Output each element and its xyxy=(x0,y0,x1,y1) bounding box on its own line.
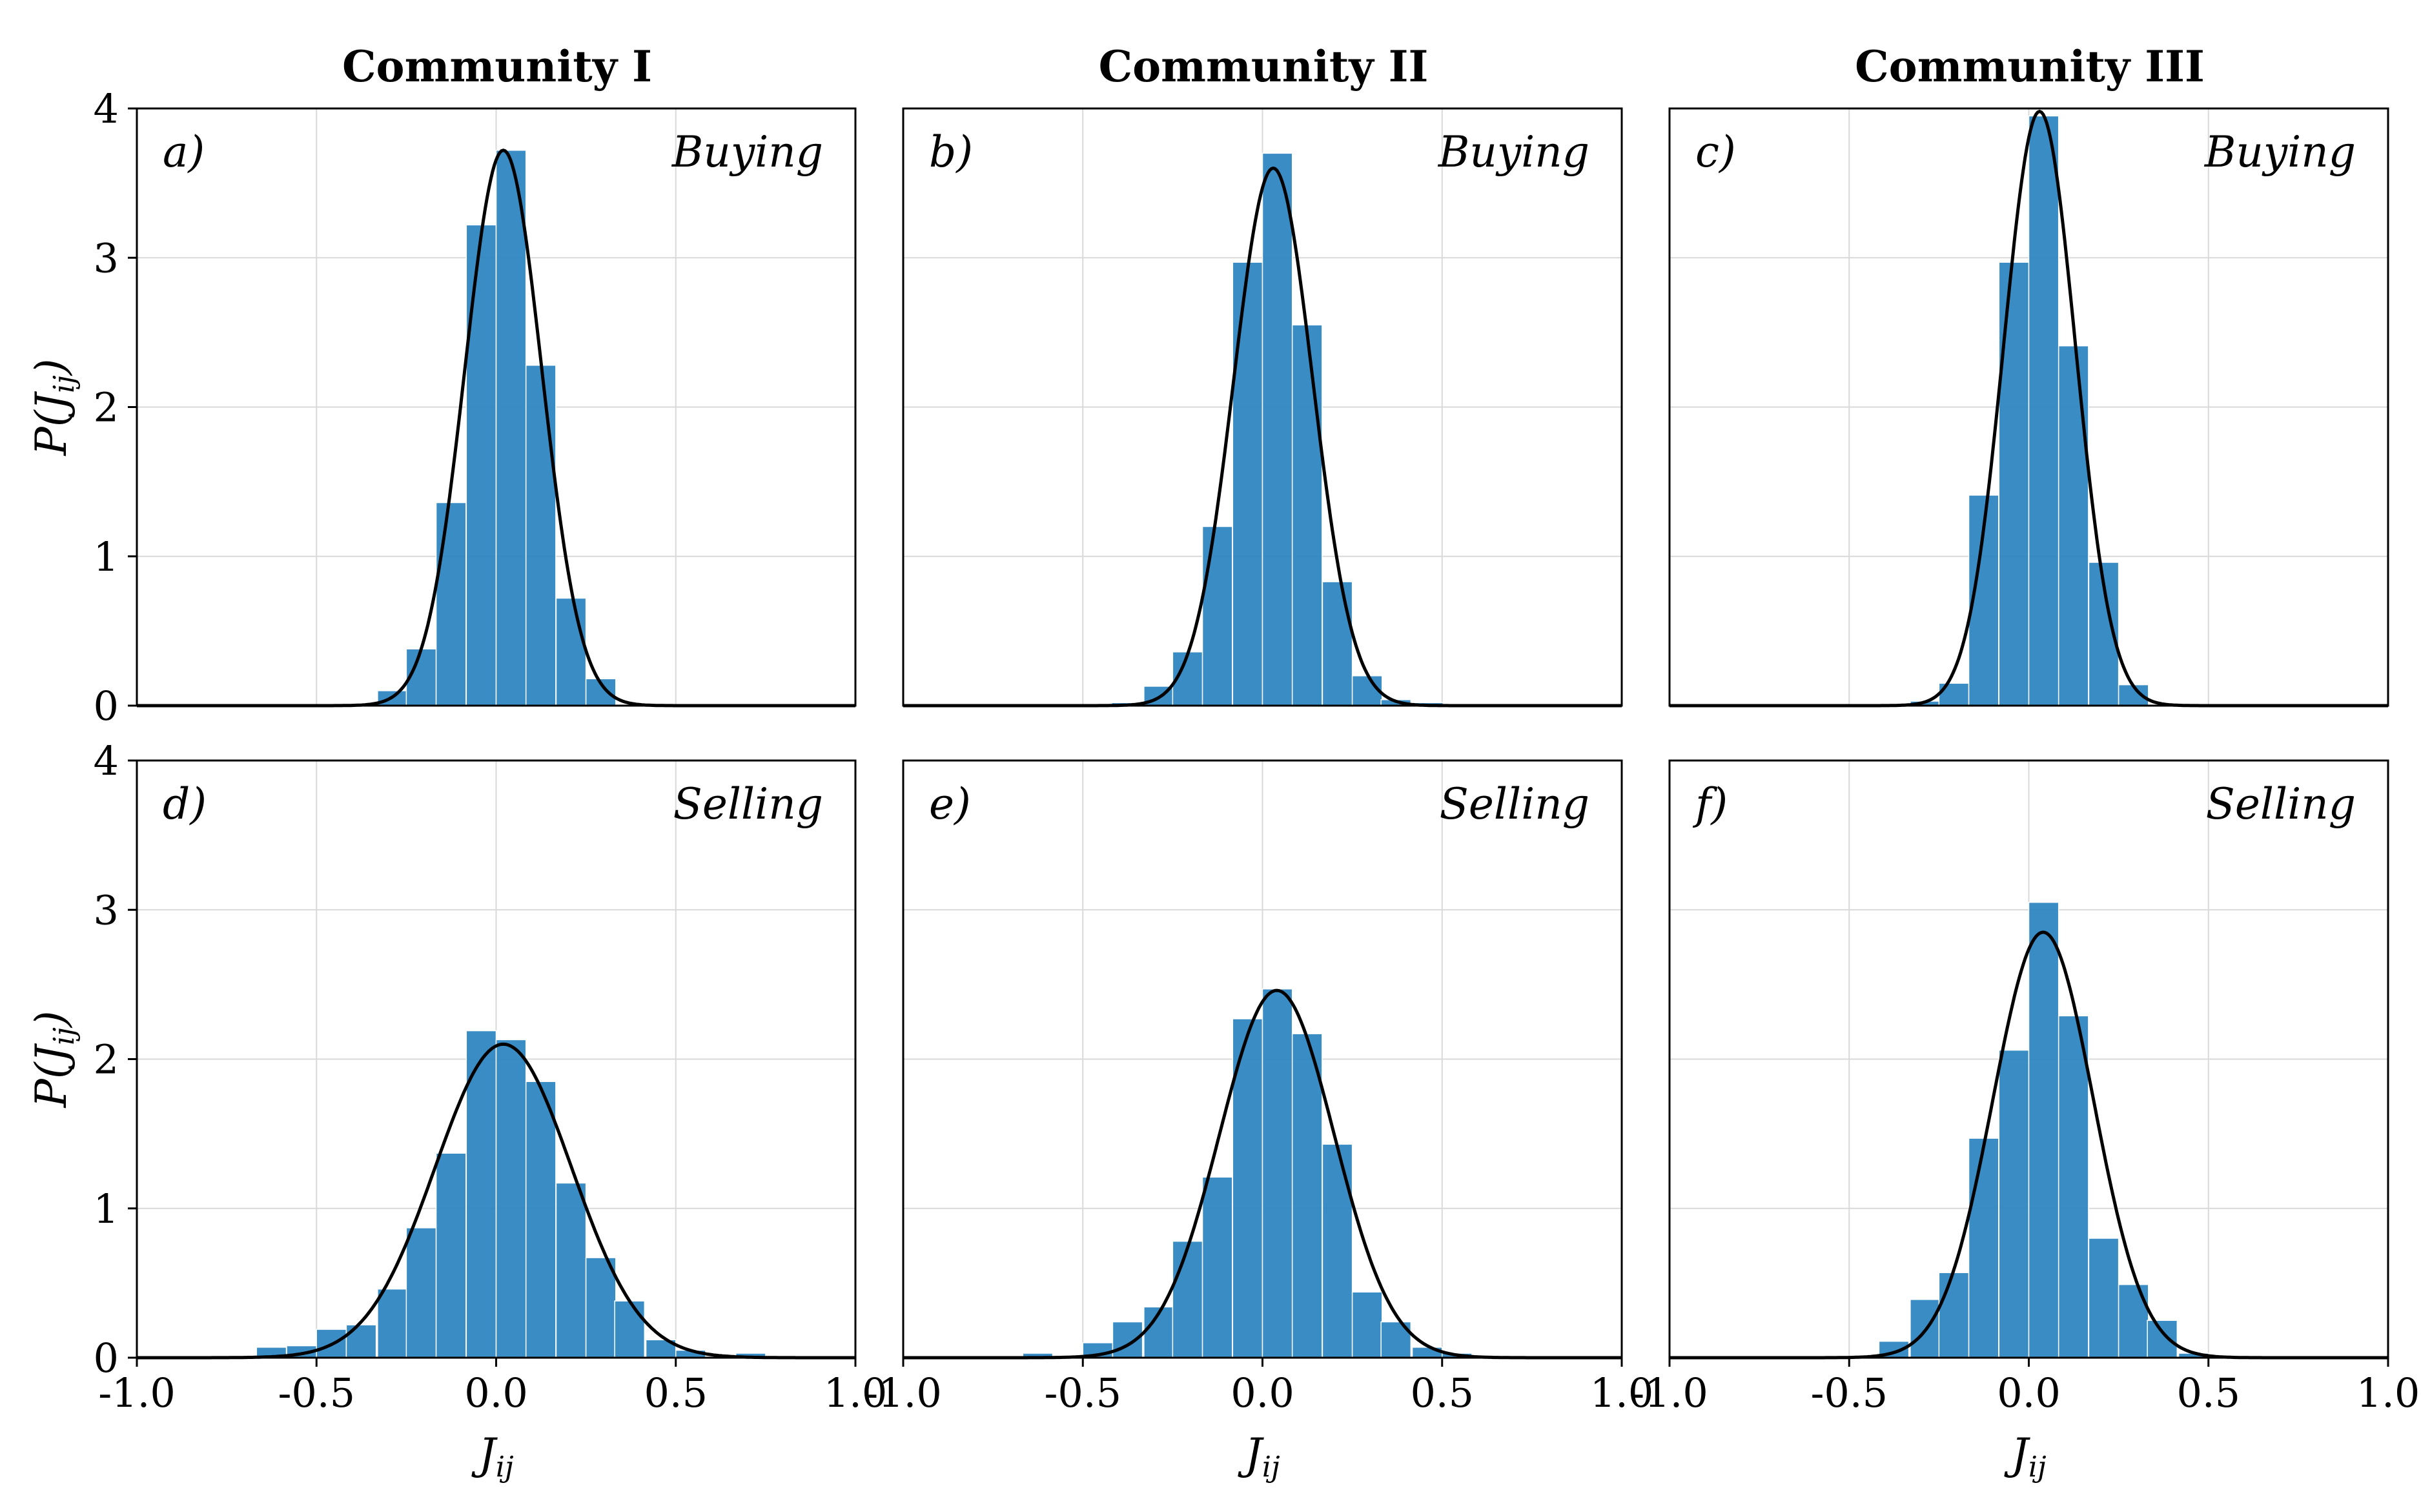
histogram-bar xyxy=(465,1030,497,1358)
histogram-bar xyxy=(525,1081,557,1358)
y-tick-label: 0 xyxy=(94,1334,119,1382)
panel-tag-label: Buying xyxy=(1438,127,1589,177)
panels-layer: 0 1 2 3 4 P(Jij) a) Buying b) Buying c) Buying 0 1 2 3 4… xyxy=(26,85,2420,1484)
histogram-bar xyxy=(1938,1272,1970,1358)
column-title-community-ii: Community II xyxy=(1099,41,1429,92)
y-tick-label: 0 xyxy=(94,682,119,730)
y-tick-label: 2 xyxy=(94,1036,119,1083)
histogram-bar xyxy=(1232,261,1263,706)
panel-tag-label: Selling xyxy=(673,779,823,829)
histogram-bar xyxy=(1351,1291,1383,1358)
panel-tag-label: Selling xyxy=(2206,779,2356,829)
histogram-bar xyxy=(2028,115,2059,706)
histogram-bar xyxy=(555,597,587,706)
x-tick-label: 0.5 xyxy=(2176,1369,2240,1416)
histogram-bar xyxy=(435,1152,467,1358)
x-tick-label: -0.5 xyxy=(278,1369,355,1416)
histogram-bar xyxy=(1201,1176,1233,1358)
histogram-bar xyxy=(1262,152,1293,706)
histogram-bar xyxy=(1232,1018,1263,1358)
histogram-bar xyxy=(1291,324,1323,706)
histogram-bar xyxy=(1322,581,1353,706)
x-tick-label: 1.0 xyxy=(1590,1369,1654,1416)
histogram-bar xyxy=(1262,988,1293,1358)
panel-id-label: e) xyxy=(929,779,971,829)
histogram-bar xyxy=(495,150,527,706)
histogram-bar xyxy=(405,1227,437,1358)
histogram-bar xyxy=(614,1300,646,1358)
histogram-bar xyxy=(2088,1238,2120,1358)
panel-id-label: b) xyxy=(929,127,973,177)
histogram-bar xyxy=(2118,1283,2149,1358)
x-tick-label: -0.5 xyxy=(1044,1369,1121,1416)
histogram-bar xyxy=(2147,1320,2178,1358)
panel-b: b) Buying xyxy=(902,107,1623,708)
histogram-bar xyxy=(1172,1240,1203,1358)
panel-id-label: a) xyxy=(163,127,205,177)
column-title-community-iii: Community III xyxy=(1855,41,2205,92)
histogram-bar xyxy=(525,365,557,706)
panel-id-label: f) xyxy=(1692,779,1728,829)
histogram-bar xyxy=(1968,1138,1999,1358)
y-tick-label: 1 xyxy=(94,1185,119,1232)
axes-frame xyxy=(1668,107,2389,707)
panel-id-label: d) xyxy=(163,779,207,829)
x-tick-label: -1.0 xyxy=(864,1369,942,1416)
histogram-bar xyxy=(1291,1033,1323,1358)
histogram-bar xyxy=(2058,1015,2089,1358)
histogram-bar xyxy=(495,1039,527,1358)
x-tick-label: 0.5 xyxy=(644,1369,708,1416)
histogram-bar xyxy=(2058,345,2089,706)
y-tick-label: 4 xyxy=(94,737,119,784)
panel-c: c) Buying xyxy=(1668,107,2389,708)
x-tick-label: -1.0 xyxy=(98,1369,176,1416)
panel-a: 0 1 2 3 4 P(Jij) a) Buying xyxy=(26,85,857,730)
histogram-bar xyxy=(585,1257,617,1358)
histogram-bar xyxy=(1998,1049,2030,1358)
histogram-bar xyxy=(2028,901,2059,1358)
panel-tag-label: Buying xyxy=(671,127,823,177)
histogram-bar xyxy=(1322,1143,1353,1358)
x-tick-label: 1.0 xyxy=(2356,1369,2420,1416)
histogram-bar xyxy=(377,1288,408,1358)
x-tick-label: -1.0 xyxy=(1631,1369,1708,1416)
x-tick-label: 0.0 xyxy=(1997,1369,2061,1416)
y-tick-label: 3 xyxy=(94,234,119,281)
x-tick-label: 1.0 xyxy=(824,1369,888,1416)
y-axis-label: P(Jij) xyxy=(26,358,81,456)
histogram-bar xyxy=(465,224,497,706)
axes-frame xyxy=(902,107,1623,707)
x-tick-label: 0.0 xyxy=(1231,1369,1294,1416)
histogram-bar xyxy=(1998,261,2030,706)
y-tick-label: 4 xyxy=(94,85,119,132)
x-tick-label: 0.5 xyxy=(1410,1369,1474,1416)
panel-id-label: c) xyxy=(1695,127,1736,177)
y-tick-label: 1 xyxy=(94,533,119,580)
panel-tag-label: Buying xyxy=(2204,127,2356,177)
histogram-bar xyxy=(555,1182,587,1358)
histogram-bar xyxy=(1201,526,1233,706)
panel-tag-label: Selling xyxy=(1440,779,1589,829)
y-tick-label: 3 xyxy=(94,886,119,934)
y-tick-label: 2 xyxy=(94,384,119,431)
x-tick-label: 0.0 xyxy=(464,1369,528,1416)
histogram-bar xyxy=(435,502,467,706)
column-title-community-i: Community I xyxy=(342,41,652,92)
x-tick-label: -0.5 xyxy=(1810,1369,1888,1416)
y-axis-label: P(Jij) xyxy=(26,1010,81,1108)
